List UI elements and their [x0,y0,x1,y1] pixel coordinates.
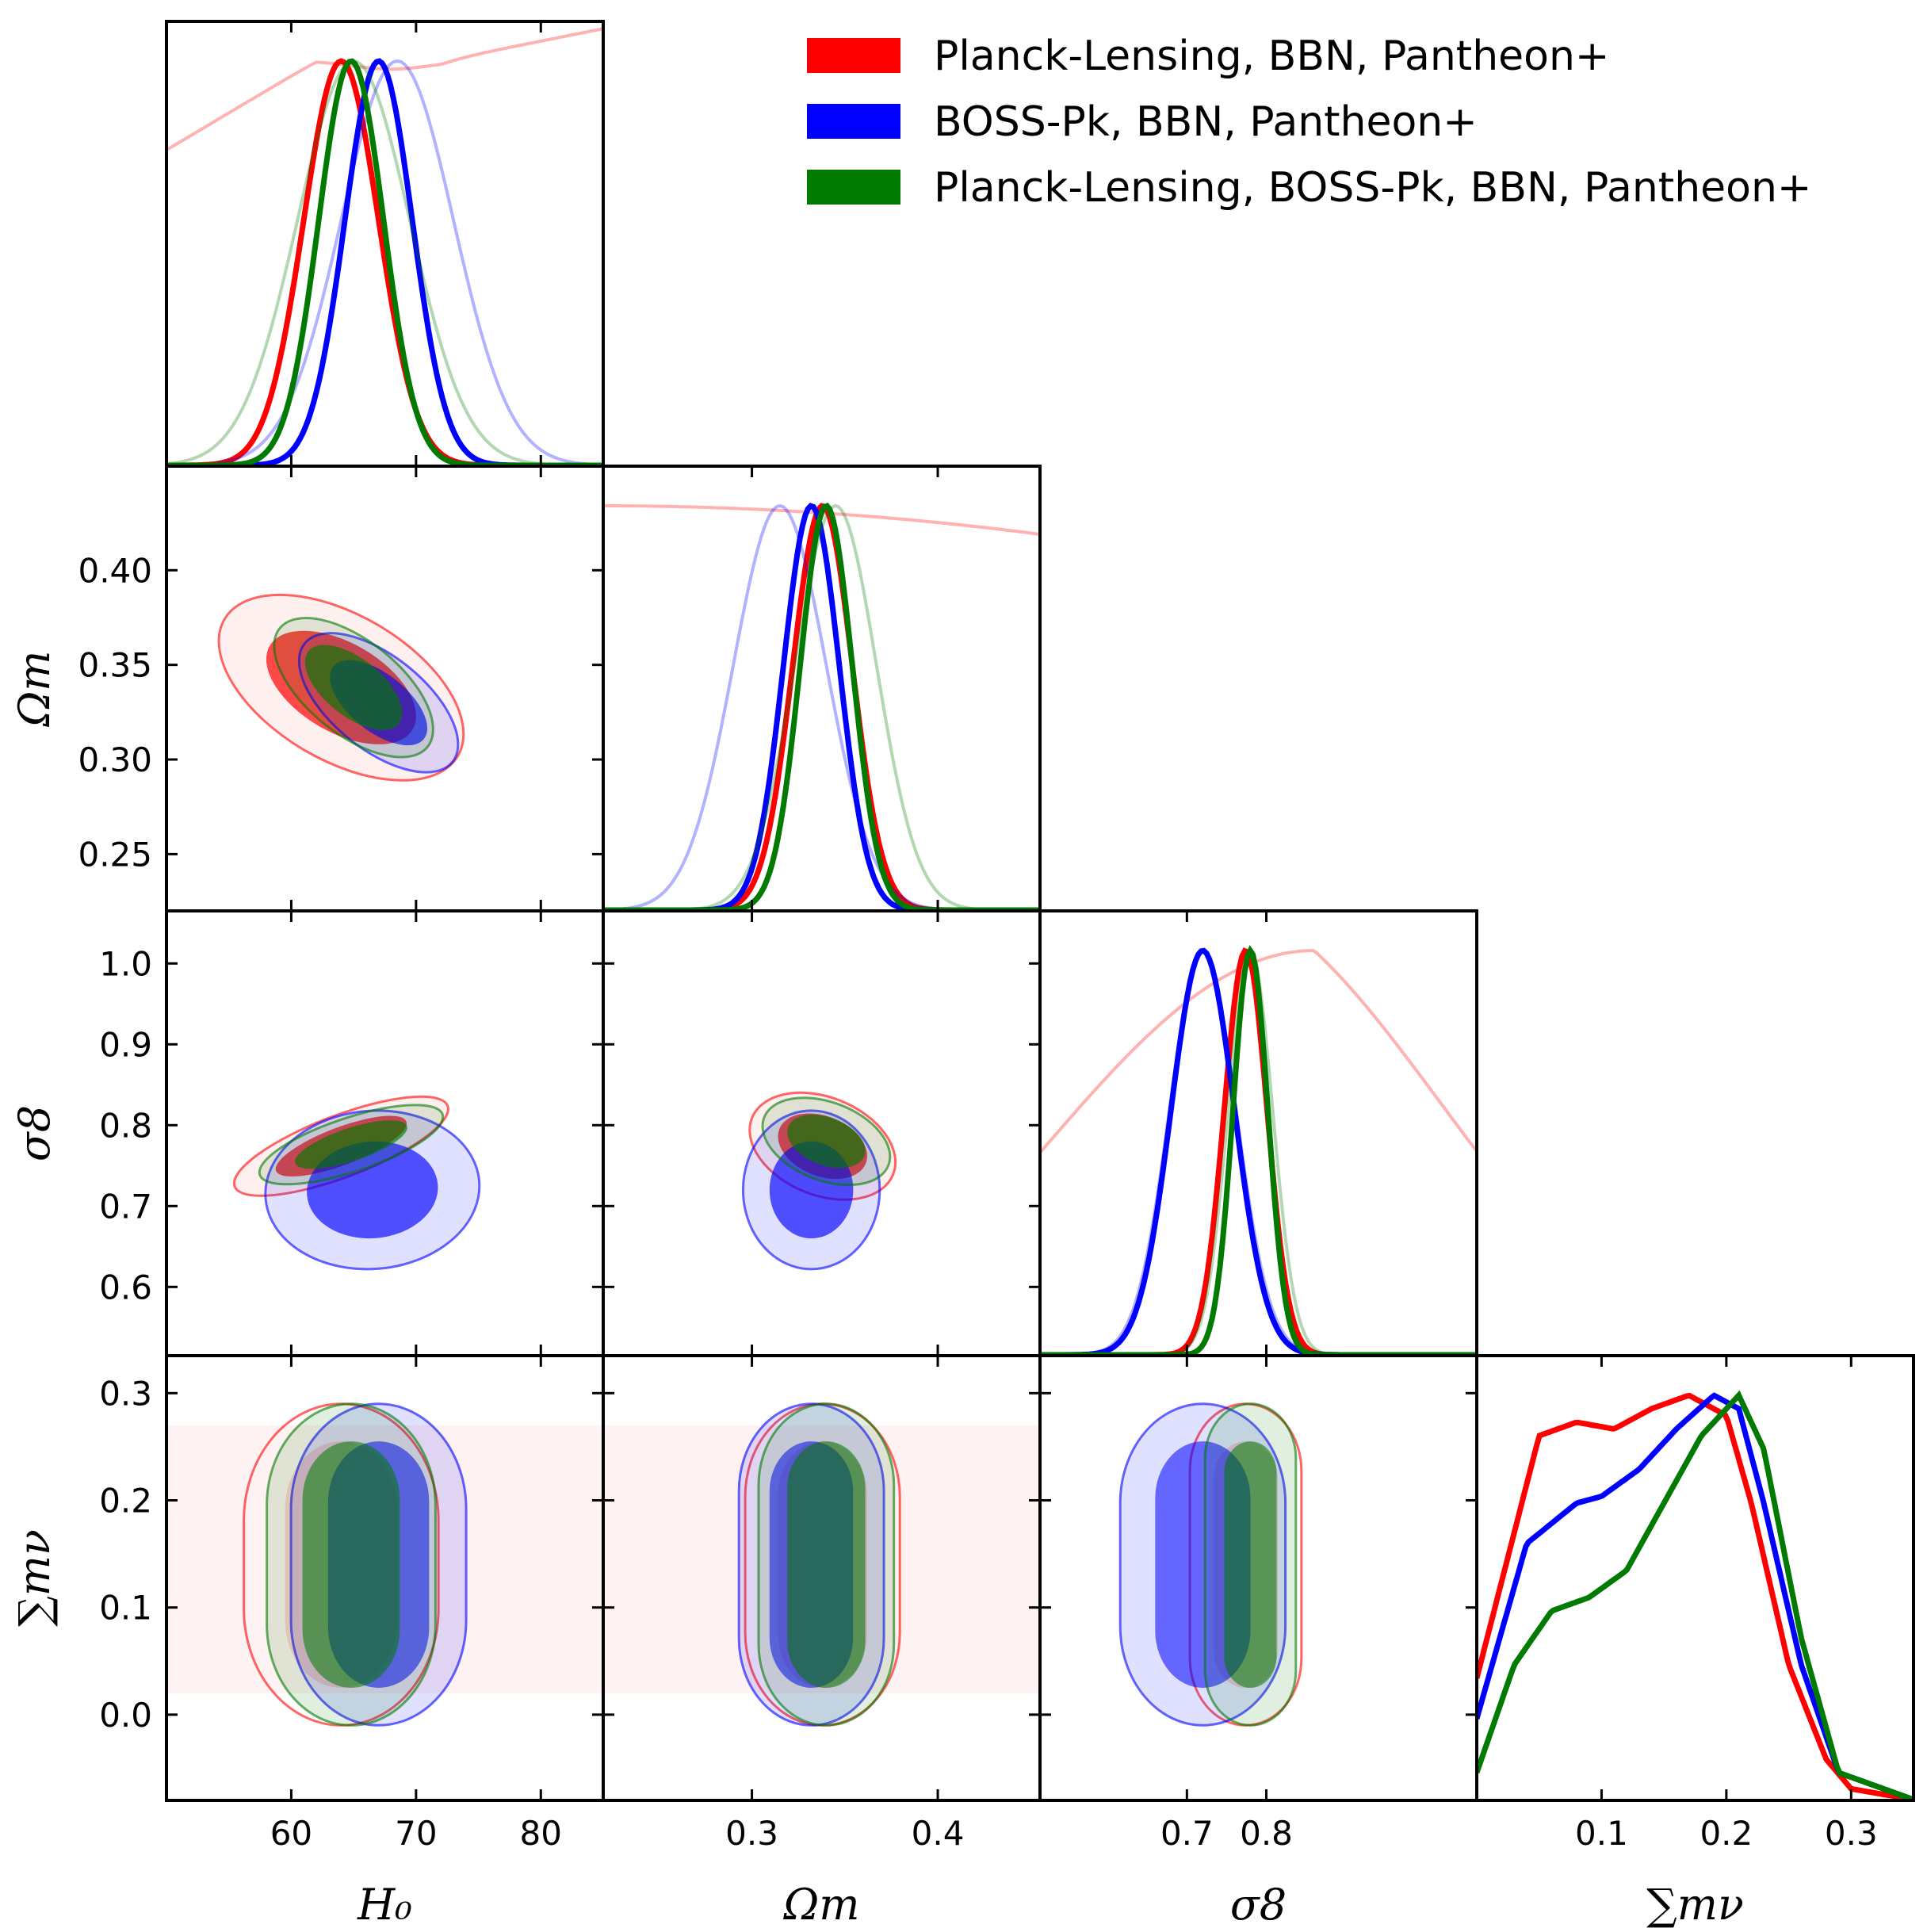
y-axis-label-mnu: ∑mν [10,1529,59,1627]
marginal-curve-Om-0 [603,503,1040,911]
y-tick-label-mnu: 0.2 [99,1481,152,1520]
y-tick-label-mnu: 0.1 [99,1589,152,1628]
x-axis-label-mnu: ∑mν [1646,1880,1744,1930]
y-tick-label-mnu: 0.0 [99,1696,152,1735]
marginal-weak-H0-2 [166,59,603,466]
marginal-H0 [166,27,603,466]
legend-label-0: Planck-Lensing, BBN, Pantheon+ [934,33,1610,80]
y-tick-label-s8: 0.9 [99,1025,152,1064]
contour-panel-H0-s8 [232,1095,481,1271]
contour-1sigma-2 [302,1441,400,1688]
x-tick-label-s8: 0.8 [1240,1814,1293,1853]
x-tick-label-Om: 0.3 [725,1814,778,1853]
contour-1sigma-2 [787,1115,866,1169]
panel-frame-mnu-mnu [1475,1354,1915,1802]
contour-panel-s8-mnu [1118,1402,1303,1727]
y-tick-label-s8: 0.6 [99,1268,152,1306]
y-tick-label-mnu: 0.3 [99,1374,152,1413]
contour-1sigma-2 [1224,1441,1277,1688]
contour-1sigma-2 [304,645,403,731]
contour-panel-H0-Om [217,593,465,782]
legend-swatch-2 [807,170,900,205]
marginal-curve-Om-1 [603,503,1040,911]
contour-1sigma-1 [307,1141,438,1239]
marginal-s8 [1040,945,1477,1356]
x-tick-label-H0: 60 [270,1814,312,1853]
contour-1sigma-2 [787,1441,866,1688]
x-tick-label-Om: 0.4 [912,1814,965,1853]
x-tick-label-mnu: 0.2 [1700,1814,1753,1853]
contour-panel-H0-mnu [166,1402,603,1727]
x-tick-label-H0: 80 [520,1814,562,1853]
y-tick-label-Om: 0.30 [78,740,152,779]
y-tick-label-s8: 0.8 [99,1106,152,1145]
x-tick-label-mnu: 0.3 [1825,1814,1878,1853]
marginal-curve-mnu-1 [1477,1392,1914,1800]
marginal-curve-Om-2 [603,503,1040,911]
marginal-weak-s8-0 [1040,948,1477,1154]
x-axis-label-s8: σ8 [1230,1880,1287,1930]
legend-label-2: Planck-Lensing, BOSS-Pk, BBN, Pantheon+ [934,164,1812,212]
x-axis-label-Om: Ωm [783,1880,860,1930]
marginal-curve-s8-2 [1040,945,1477,1356]
legend: Planck-Lensing, BBN, Pantheon+ BOSS-Pk, B… [807,33,1812,212]
contour-1sigma-2 [295,1120,407,1169]
y-tick-label-s8: 1.0 [99,944,152,983]
y-tick-label-Om: 0.35 [78,646,152,685]
panels: 60 70 80 H₀ 0.3 0.4 Ωm 0.7 0.8 σ8 0.1 0.2 0.3 ∑mν 0.25… [10,20,1915,1930]
y-tick-label-s8: 0.7 [99,1187,152,1226]
legend-swatch-0 [807,38,900,73]
y-tick-label-Om: 0.40 [78,551,152,590]
marginal-weak-Om-2 [603,503,1040,911]
x-tick-label-H0: 70 [395,1814,437,1853]
contour-panel-Om-s8 [741,1091,897,1271]
y-axis-label-s8: σ8 [10,1105,59,1161]
y-tick-label-Om: 0.25 [78,835,152,874]
marginal-curve-mnu-2 [1477,1390,1914,1800]
x-tick-label-mnu: 0.1 [1575,1814,1628,1853]
marginal-curve-mnu-0 [1477,1392,1914,1800]
contour-panel-Om-mnu [603,1402,1040,1727]
marginal-mnu [1477,1390,1914,1800]
legend-label-1: BOSS-Pk, BBN, Pantheon+ [934,98,1478,146]
marginal-Om [603,503,1040,911]
x-tick-label-s8: 0.7 [1160,1814,1214,1853]
marginal-weak-H0-0 [166,27,603,151]
y-axis-label-Om: Ωm [10,651,59,728]
marginal-weak-Om-1 [603,504,1040,911]
legend-swatch-1 [807,104,900,139]
x-axis-label-H0: H₀ [357,1880,412,1930]
